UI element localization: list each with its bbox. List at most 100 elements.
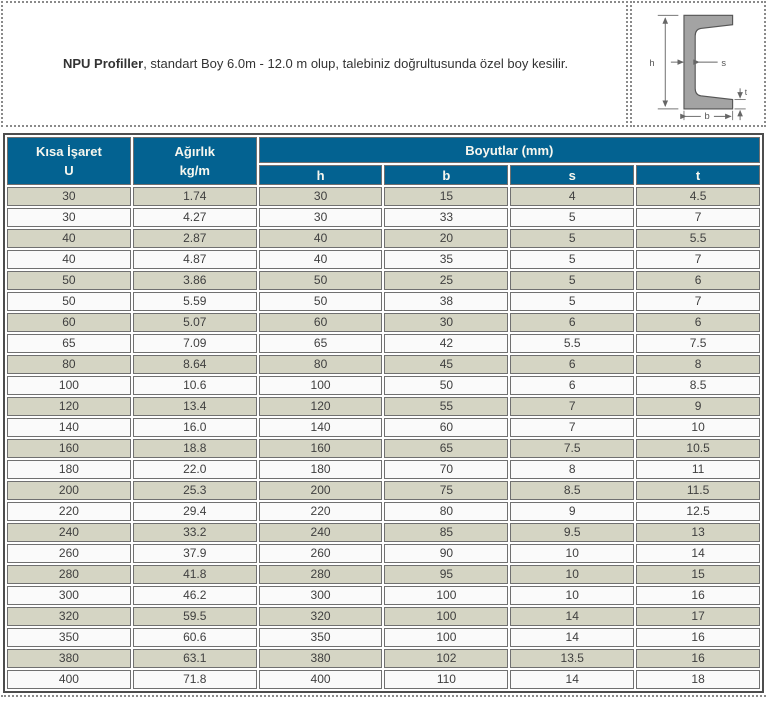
header-t: t: [636, 165, 760, 185]
table-row: 180 22.0 180 70 8 11: [7, 460, 760, 479]
table-header: Kısa İşaret U Ağırlık kg/m Boyutlar (mm)…: [7, 137, 760, 185]
table-cell: 7.5: [636, 334, 760, 353]
table-cell: 80: [258, 355, 383, 374]
table-row: 200 25.3 200 75 8.5 11.5: [7, 481, 760, 500]
table-cell: 2.87: [132, 229, 257, 248]
table-cell: 100: [7, 376, 131, 395]
profile-diagram-box: h s b t: [630, 1, 766, 127]
table-cell: 320: [258, 607, 383, 626]
table-cell: 16: [636, 586, 760, 605]
table-cell: 400: [258, 670, 383, 689]
table-cell: 10.5: [636, 439, 760, 458]
table-cell: 140: [7, 418, 131, 437]
table-cell: 100: [384, 628, 509, 647]
table-cell: 7: [510, 418, 635, 437]
table-cell: 42: [384, 334, 509, 353]
header-h: h: [258, 165, 383, 185]
table-cell: 40: [258, 229, 383, 248]
table-cell: 5: [510, 250, 635, 269]
table-row: 350 60.6 350 100 14 16: [7, 628, 760, 647]
table-row: 30 4.27 30 33 5 7: [7, 208, 760, 227]
table-cell: 5: [510, 292, 635, 311]
table-cell: 6: [510, 376, 635, 395]
table-cell: 8: [510, 460, 635, 479]
npu-profile-table: Kısa İşaret U Ağırlık kg/m Boyutlar (mm)…: [3, 133, 764, 693]
table-cell: 380: [258, 649, 383, 668]
table-cell: 60: [384, 418, 509, 437]
table-cell: 4.87: [132, 250, 257, 269]
intro-banner: NPU Profiller, standart Boy 6.0m - 12.0 …: [1, 1, 628, 127]
table-cell: 280: [7, 565, 131, 584]
table-cell: 60: [258, 313, 383, 332]
table-cell: 16: [636, 649, 760, 668]
table-cell: 18: [636, 670, 760, 689]
header-kisa-isaret-line2: U: [64, 163, 74, 178]
header-b: b: [384, 165, 509, 185]
table-cell: 59.5: [132, 607, 257, 626]
table-row: 120 13.4 120 55 7 9: [7, 397, 760, 416]
table-cell: 4.5: [636, 187, 760, 206]
table-cell: 380: [7, 649, 131, 668]
table-cell: 160: [258, 439, 383, 458]
table-cell: 200: [258, 481, 383, 500]
table-cell: 20: [384, 229, 509, 248]
table-cell: 7: [510, 397, 635, 416]
table-row: 65 7.09 65 42 5.5 7.5: [7, 334, 760, 353]
table-row: 320 59.5 320 100 14 17: [7, 607, 760, 626]
table-cell: 240: [258, 523, 383, 542]
table-cell: 8.5: [636, 376, 760, 395]
table-cell: 7: [636, 250, 760, 269]
table-cell: 4.27: [132, 208, 257, 227]
table-cell: 180: [258, 460, 383, 479]
table-cell: 350: [258, 628, 383, 647]
table-cell: 95: [384, 565, 509, 584]
table-cell: 300: [7, 586, 131, 605]
table-cell: 85: [384, 523, 509, 542]
table-cell: 40: [7, 250, 131, 269]
table-cell: 40: [7, 229, 131, 248]
table-cell: 10.6: [132, 376, 257, 395]
table-cell: 10: [510, 565, 635, 584]
table-row: 50 3.86 50 25 5 6: [7, 271, 760, 290]
table-cell: 3.86: [132, 271, 257, 290]
table-cell: 50: [384, 376, 509, 395]
table-cell: 14: [510, 628, 635, 647]
table-cell: 4: [510, 187, 635, 206]
table-cell: 6: [510, 355, 635, 374]
dim-s-label: s: [721, 58, 726, 68]
table-cell: 8: [636, 355, 760, 374]
table-cell: 10: [510, 586, 635, 605]
table-cell: 50: [7, 271, 131, 290]
table-cell: 5.5: [510, 334, 635, 353]
table-cell: 60: [7, 313, 131, 332]
table-cell: 100: [384, 586, 509, 605]
table-cell: 11.5: [636, 481, 760, 500]
table-cell: 40: [258, 250, 383, 269]
table-body: 30 1.74 30 15 4 4.5 30 4.27 30 33 5 7 40 2.87 40 20 5 5.5…: [7, 187, 760, 689]
table-cell: 5: [510, 208, 635, 227]
table-cell: 260: [7, 544, 131, 563]
table-cell: 13.5: [510, 649, 635, 668]
bottom-divider: [1, 695, 766, 697]
table-cell: 11: [636, 460, 760, 479]
table-cell: 25: [384, 271, 509, 290]
table-cell: 100: [258, 376, 383, 395]
table-cell: 22.0: [132, 460, 257, 479]
table-cell: 5.5: [636, 229, 760, 248]
table-row: 30 1.74 30 15 4 4.5: [7, 187, 760, 206]
table-cell: 30: [7, 187, 131, 206]
table-cell: 8.5: [510, 481, 635, 500]
intro-title: NPU Profiller: [63, 55, 144, 71]
table-cell: 120: [258, 397, 383, 416]
channel-profile-diagram: h s b t: [649, 14, 748, 121]
table-cell: 240: [7, 523, 131, 542]
table-cell: 80: [7, 355, 131, 374]
table-cell: 7: [636, 292, 760, 311]
table-cell: 220: [258, 502, 383, 521]
table-cell: 75: [384, 481, 509, 500]
table-cell: 5: [510, 229, 635, 248]
table-cell: 1.74: [132, 187, 257, 206]
table-cell: 15: [636, 565, 760, 584]
table-cell: 17: [636, 607, 760, 626]
table-cell: 33: [384, 208, 509, 227]
